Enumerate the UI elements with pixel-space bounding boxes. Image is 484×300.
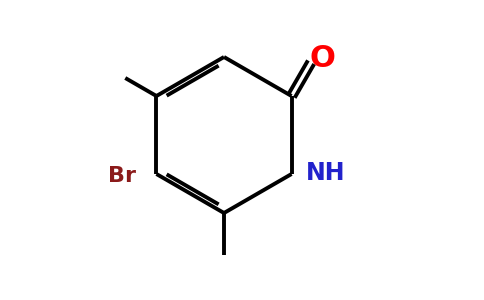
Text: Br: Br — [108, 166, 136, 185]
Text: O: O — [309, 44, 335, 73]
Text: NH: NH — [306, 160, 346, 184]
